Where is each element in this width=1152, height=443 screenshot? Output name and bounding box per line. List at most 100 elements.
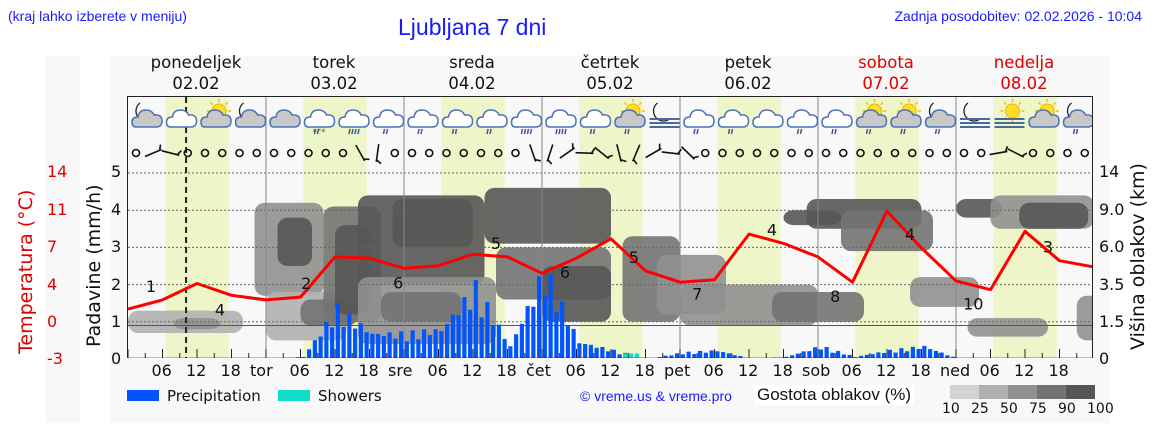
x-axis-label: tor [250, 361, 273, 380]
wind-barb-icon [1007, 148, 1028, 158]
colorbar-tick: 90 [1058, 401, 1076, 417]
calm-wind-icon [925, 148, 934, 158]
showers-bar [634, 353, 639, 358]
precipitation-bar [818, 349, 823, 358]
precipitation-bar [341, 326, 346, 358]
precipitation-bar [680, 354, 685, 358]
copyright-link[interactable]: © vreme.us & vreme.pro [580, 388, 732, 404]
precipitation-bar [312, 340, 317, 358]
showers-legend-label: Showers [318, 387, 382, 405]
last-update: Zadnja posodobitev: 02.02.2026 - 10:04 [894, 8, 1142, 24]
day-header-1: torek 03.02 [265, 52, 403, 94]
precipitation-bar [790, 355, 795, 358]
precipitation-bar [525, 306, 530, 358]
x-axis-label: sre [388, 361, 413, 380]
precipitation-bar [910, 346, 915, 358]
cloud-rain-heavy-icon [545, 109, 577, 135]
day-name: sreda [449, 53, 495, 72]
precipitation-bar [663, 355, 668, 358]
cloud-density-title: Gostota oblakov (%) [754, 385, 915, 405]
precipitation-bar [370, 333, 375, 358]
sun-cloud-icon [1028, 99, 1060, 128]
x-axis-label: 12 [186, 361, 207, 380]
precipitation-bar [439, 331, 444, 358]
moon-cloud-icon [131, 102, 163, 128]
cloud-height-axis-title: Višina oblakov (km) [1127, 163, 1149, 350]
temperature-label: 3 [1043, 238, 1053, 257]
precipitation-tick: 5 [111, 162, 122, 181]
day-name: četrtek [580, 53, 640, 72]
x-axis-label: 06 [289, 361, 310, 380]
precipitation-bar [387, 332, 392, 358]
cloud-density-region [277, 217, 312, 266]
x-axis-label: 18 [772, 361, 793, 380]
precipitation-bar [485, 301, 490, 358]
colorbar-segment [1008, 385, 1037, 399]
wind-barb-icon [529, 144, 541, 162]
showers-bar [623, 353, 628, 358]
day-date: 04.02 [448, 74, 496, 93]
colorbar-segment [950, 385, 979, 399]
precipitation-bar [588, 344, 593, 358]
calm-wind-icon [804, 148, 814, 158]
temperature-label: 4 [905, 225, 915, 244]
day-header-5: sobota 07.02 [817, 52, 955, 94]
temperature-tick: 7 [47, 237, 58, 256]
day-header-3: četrtek 05.02 [541, 52, 679, 94]
calm-wind-icon [700, 148, 710, 158]
calm-wind-icon [304, 148, 313, 158]
calm-wind-icon [407, 148, 417, 158]
temperature-label: 8 [830, 287, 840, 306]
x-axis-label: ned [940, 361, 971, 380]
cloud-rain-icon [407, 109, 439, 135]
day-date: 07.02 [862, 74, 910, 93]
cloud-density-region [484, 187, 611, 244]
wind-barb-icon [546, 144, 554, 165]
temperature-tick: 11 [47, 200, 68, 219]
precipitation-axis-title: Padavine (mm/h) [83, 184, 105, 347]
cloud-height-tick: 0 [1099, 349, 1110, 368]
cloud-snow-rain-icon: *"* [303, 109, 336, 138]
precipitation-bar [847, 354, 852, 358]
calm-wind-icon [183, 148, 193, 158]
precipitation-bar [813, 347, 818, 358]
cloud-icon [269, 109, 301, 128]
precipitation-bar [330, 327, 335, 358]
calm-wind-icon [821, 148, 831, 158]
day-name: torek [312, 53, 356, 72]
precipitation-bar [531, 306, 536, 358]
cloud-density-region [174, 318, 220, 330]
precipitation-bar [335, 303, 340, 358]
moon-cloud-rain-icon [1062, 102, 1092, 135]
x-axis-label: 18 [1048, 361, 1069, 380]
cloud-light-icon [752, 109, 784, 128]
calm-wind-icon [442, 148, 451, 158]
x-axis-label: čet [526, 361, 551, 380]
precipitation-bar [853, 357, 858, 358]
precipitation-swatch [127, 390, 159, 401]
x-axis-label: 12 [324, 361, 345, 380]
temperature-label: 4 [215, 300, 225, 319]
precipitation-legend-label: Precipitation [167, 387, 261, 405]
temperature-label: 1 [146, 277, 156, 296]
calm-wind-icon [752, 148, 762, 158]
day-name: sobota [858, 53, 914, 72]
temperature-label: 10 [963, 295, 983, 314]
calm-wind-icon [1063, 148, 1072, 158]
x-axis-label: 12 [738, 361, 759, 380]
precipitation-bar [703, 352, 708, 358]
colorbar-segment [1066, 385, 1095, 399]
x-axis-label: 18 [220, 361, 241, 380]
showers-bar [629, 353, 634, 358]
x-axis-label: 18 [910, 361, 931, 380]
calm-wind-icon [476, 148, 486, 158]
precipitation-bar [726, 353, 731, 358]
precipitation-bar [422, 329, 427, 358]
calm-wind-icon [718, 148, 727, 158]
precipitation-bar [922, 345, 927, 358]
precipitation-bar [732, 355, 737, 358]
cloud-density-region [783, 210, 841, 226]
cloud-height-tick: 1.5 [1099, 312, 1125, 331]
precipitation-bar [859, 355, 864, 358]
precipitation-bar [427, 335, 432, 358]
